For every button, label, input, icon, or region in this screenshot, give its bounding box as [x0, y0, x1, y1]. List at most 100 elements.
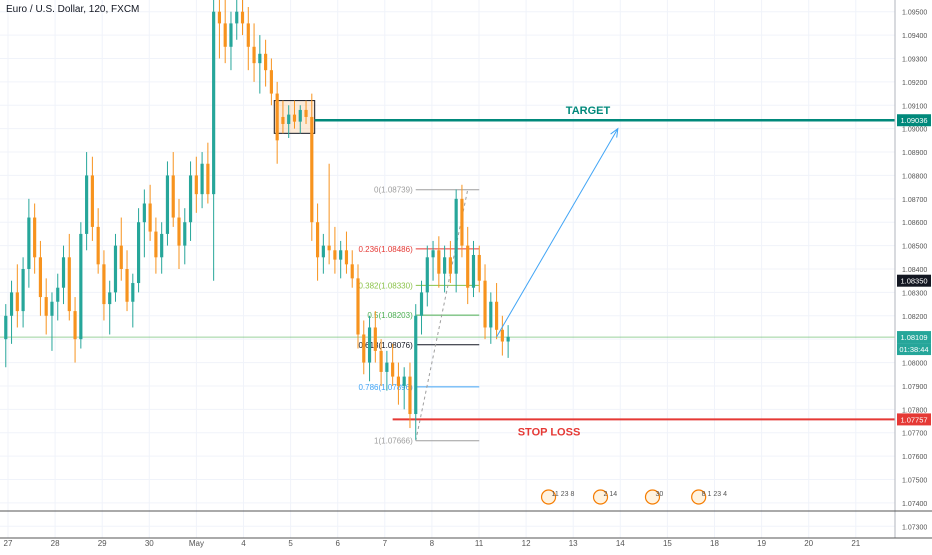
candle-body — [385, 362, 389, 372]
arrow-head — [610, 127, 619, 138]
candle-body — [21, 269, 25, 312]
time-tick-label: 13 — [569, 539, 578, 548]
event-marker-label: 2 14 — [604, 491, 618, 498]
candle-body — [471, 254, 476, 288]
event-marker-label: 11 23 8 — [552, 491, 575, 498]
countdown-tag: 01:38:44 — [899, 345, 928, 354]
fib-level-label: 0.786(1.07896) — [358, 383, 413, 392]
candle-body — [327, 245, 331, 251]
candle-body — [292, 114, 297, 122]
price-tick-label: 1.09100 — [902, 103, 927, 110]
candle-body — [489, 301, 493, 328]
candle-body — [188, 175, 193, 223]
current-price-tag: 1.08109 — [900, 333, 927, 342]
candle-body — [367, 327, 372, 363]
price-tick-label: 1.07500 — [902, 478, 927, 485]
candle-body — [437, 250, 441, 274]
countdown-tag-bg — [897, 343, 931, 356]
candle-body — [281, 116, 285, 124]
candle-body — [269, 70, 273, 94]
candle-body — [379, 350, 383, 372]
target-label: TARGET — [566, 105, 611, 117]
candle-body — [287, 114, 291, 124]
candle-body — [108, 292, 112, 305]
stop-price-tag-bg — [897, 413, 931, 426]
annotations: TARGET STOP LOSS — [518, 105, 611, 438]
candle-body — [90, 175, 94, 227]
candle-body — [9, 292, 14, 316]
candle-body — [425, 257, 429, 293]
candle-body — [183, 222, 187, 246]
candle-body — [483, 280, 487, 328]
price-tick-label: 1.07800 — [902, 407, 927, 414]
candle-body — [229, 23, 233, 47]
candle-body — [494, 301, 499, 330]
candle-body — [113, 245, 118, 293]
candle-body — [171, 175, 175, 218]
candle-body — [246, 23, 250, 47]
candle-body — [235, 11, 239, 24]
price-tick-label: 1.07700 — [902, 431, 927, 438]
target-price-tag: 1.09036 — [900, 116, 927, 125]
price-tick-label: 1.09400 — [902, 33, 927, 40]
candle-body — [333, 250, 337, 260]
candle-body — [298, 109, 302, 122]
event-marker-icon — [592, 489, 609, 505]
candle-body — [136, 222, 141, 284]
candle-body — [310, 116, 314, 223]
fib-level-label: 1(1.07666) — [374, 437, 413, 446]
time-axis[interactable]: 27 28 29 30 May 4 5 6 7 8 11 12 13 14 15 18 19 20 21 — [0, 510, 932, 548]
event-marker-icon — [691, 489, 707, 505]
chart-title: Euro / U.S. Dollar, 120, FXCM — [6, 4, 140, 15]
price-axis[interactable]: 1.09500 1.09400 1.09300 1.09200 1.09100 1.090… — [894, 0, 931, 538]
candle-body — [315, 222, 320, 258]
candle-body — [33, 217, 37, 258]
fib-level-label: 0.236(1.08486) — [358, 245, 413, 254]
target-price-tag-bg — [897, 114, 931, 127]
arrow-shaft — [496, 128, 619, 338]
candle-body — [217, 11, 222, 24]
time-tick-label: 12 — [522, 539, 531, 548]
time-tick-label: 29 — [98, 539, 107, 548]
time-tick-label: 6 — [335, 539, 340, 548]
candle-body — [500, 329, 504, 342]
candles — [4, 0, 510, 440]
candle-body — [148, 203, 152, 232]
horizontal-levels — [0, 118, 895, 421]
candle-body — [38, 257, 43, 298]
time-tick-label: 8 — [430, 539, 435, 548]
event-marker-icon — [540, 489, 557, 505]
candle-body — [362, 334, 366, 363]
candle-body — [79, 233, 83, 340]
price-tick-label: 1.07900 — [902, 384, 927, 391]
candle-body — [125, 269, 129, 302]
candle-body — [419, 292, 424, 316]
price-tick-label: 1.08300 — [902, 290, 927, 297]
candle-body — [61, 257, 66, 288]
candle-body — [356, 278, 360, 335]
candle-body — [339, 250, 343, 260]
candle-body — [96, 226, 100, 265]
candle-body — [240, 11, 245, 24]
forecast-arrow — [496, 127, 619, 338]
price-tick-label: 1.09000 — [902, 127, 927, 134]
time-tick-label: 19 — [757, 539, 766, 548]
time-tick-label: 5 — [288, 539, 293, 548]
candle-body — [252, 46, 256, 64]
candle-body — [264, 53, 268, 71]
event-markers[interactable]: 11 23 8 2 14 30 8 1 23 4 — [540, 489, 728, 505]
high-price-tag-bg — [897, 274, 931, 287]
candle-body — [131, 283, 135, 302]
candle-body — [56, 287, 60, 302]
fib-level-label: 0.5(1.08203) — [367, 311, 413, 320]
candle-body — [414, 315, 418, 415]
candle-body — [85, 175, 89, 234]
time-tick-label: 4 — [241, 539, 246, 548]
candle-body — [350, 264, 354, 279]
candle-body — [223, 23, 227, 47]
event-marker-label: 30 — [655, 491, 663, 498]
candle-body — [194, 175, 198, 195]
price-tick-label: 1.08700 — [902, 197, 927, 204]
